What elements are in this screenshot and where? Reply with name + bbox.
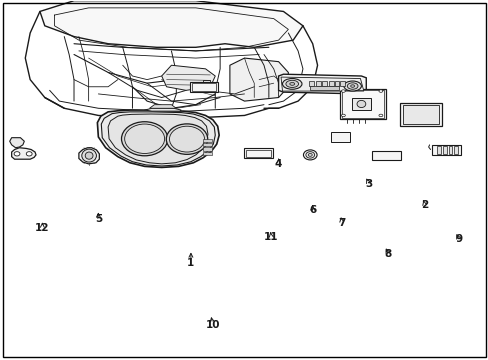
Ellipse shape xyxy=(350,85,354,87)
Ellipse shape xyxy=(356,100,365,108)
Ellipse shape xyxy=(282,78,302,89)
Ellipse shape xyxy=(346,83,357,89)
Bar xyxy=(244,148,272,158)
Bar xyxy=(246,149,270,157)
Bar xyxy=(330,132,349,142)
Bar xyxy=(334,81,339,86)
Ellipse shape xyxy=(166,124,207,154)
Bar xyxy=(341,90,384,118)
Ellipse shape xyxy=(169,126,204,152)
Ellipse shape xyxy=(378,90,382,92)
Polygon shape xyxy=(144,108,181,111)
Ellipse shape xyxy=(305,152,314,158)
Bar xyxy=(442,146,446,154)
Bar xyxy=(453,146,457,154)
Bar xyxy=(371,151,401,160)
Ellipse shape xyxy=(81,149,96,162)
Bar xyxy=(351,98,370,110)
Text: 2: 2 xyxy=(420,200,427,210)
Bar xyxy=(189,82,218,92)
Polygon shape xyxy=(40,1,303,47)
Text: 4: 4 xyxy=(274,159,282,169)
Bar xyxy=(436,146,440,154)
Polygon shape xyxy=(229,58,288,101)
Bar xyxy=(203,139,211,142)
Text: 11: 11 xyxy=(264,232,278,242)
Ellipse shape xyxy=(124,124,164,153)
Bar xyxy=(315,81,320,86)
Ellipse shape xyxy=(341,114,345,117)
Ellipse shape xyxy=(343,81,361,91)
Polygon shape xyxy=(97,110,219,167)
Ellipse shape xyxy=(303,150,316,160)
Bar xyxy=(400,103,441,126)
Bar xyxy=(203,147,211,150)
Bar xyxy=(339,89,386,119)
Ellipse shape xyxy=(378,114,382,117)
Bar xyxy=(309,86,339,90)
Bar xyxy=(322,81,326,86)
Bar xyxy=(203,152,211,155)
Text: 5: 5 xyxy=(95,215,102,224)
Text: 7: 7 xyxy=(338,218,345,228)
Text: 3: 3 xyxy=(365,179,371,189)
Text: 8: 8 xyxy=(384,248,391,258)
Polygon shape xyxy=(278,74,366,94)
Ellipse shape xyxy=(289,82,294,85)
Text: 12: 12 xyxy=(35,224,49,233)
Ellipse shape xyxy=(85,152,93,159)
Polygon shape xyxy=(108,114,207,164)
Text: 1: 1 xyxy=(187,258,194,268)
Bar xyxy=(328,81,333,86)
Polygon shape xyxy=(79,148,99,164)
Ellipse shape xyxy=(14,152,20,156)
Text: 10: 10 xyxy=(205,320,220,330)
Polygon shape xyxy=(10,138,24,148)
Polygon shape xyxy=(101,112,215,166)
Bar xyxy=(340,81,345,86)
Polygon shape xyxy=(281,77,363,91)
Bar xyxy=(308,81,313,86)
Polygon shape xyxy=(12,148,36,159)
Ellipse shape xyxy=(26,152,32,156)
Polygon shape xyxy=(149,105,176,108)
Text: 6: 6 xyxy=(308,206,316,216)
Bar xyxy=(447,146,451,154)
Text: 9: 9 xyxy=(454,234,462,244)
Ellipse shape xyxy=(341,90,345,92)
Bar xyxy=(203,143,211,146)
Polygon shape xyxy=(162,65,215,90)
Bar xyxy=(192,83,215,91)
Bar xyxy=(403,105,438,125)
Bar xyxy=(431,145,460,155)
Ellipse shape xyxy=(121,122,167,156)
Ellipse shape xyxy=(307,153,311,156)
Ellipse shape xyxy=(285,80,298,87)
